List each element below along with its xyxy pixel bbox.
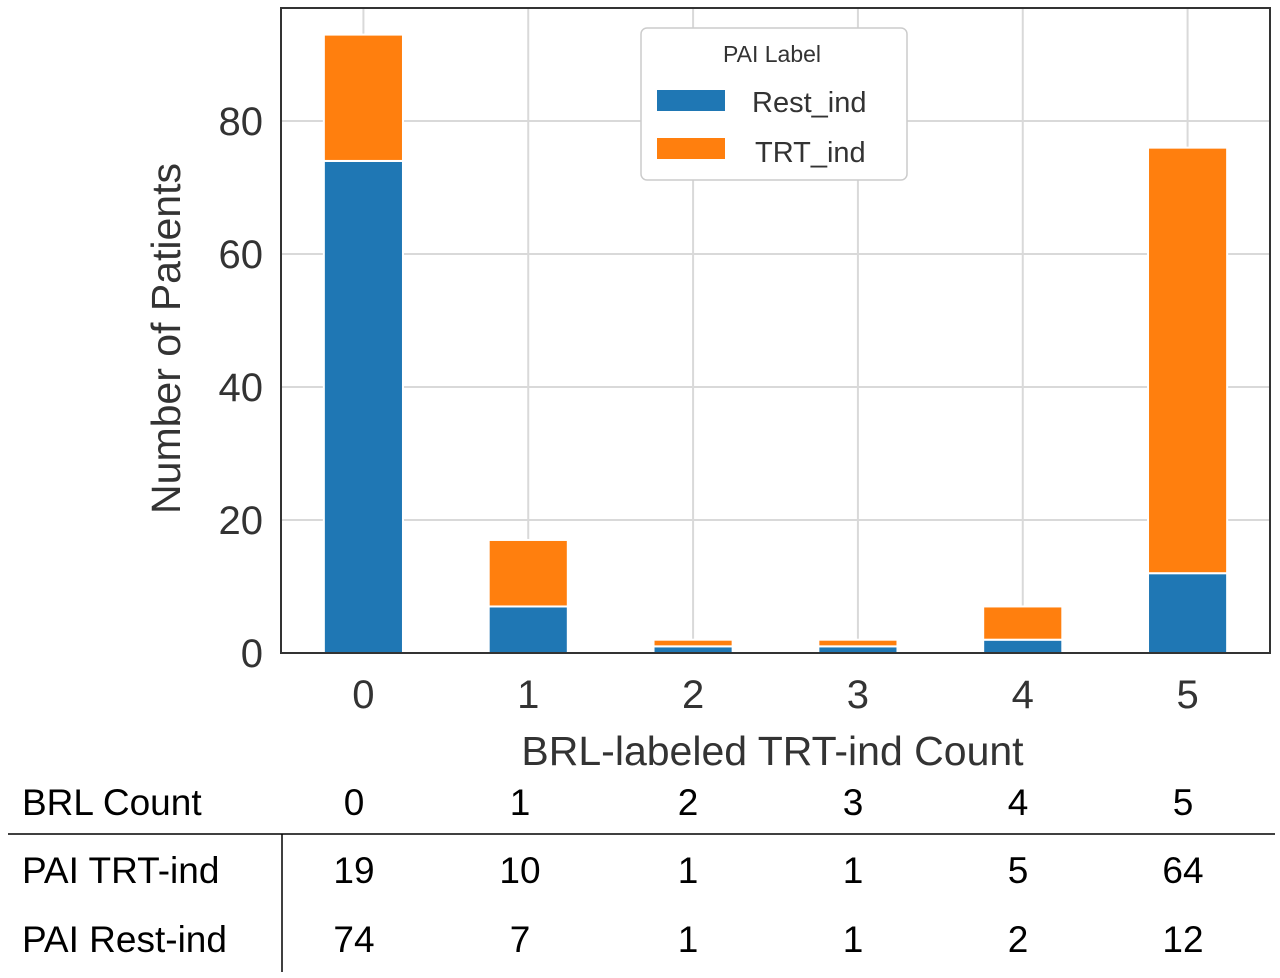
table-cell: 10 <box>499 850 540 891</box>
table-cell: 1 <box>678 850 699 891</box>
table-column-header-5: 5 <box>1173 782 1194 823</box>
x-tick-label-0: 0 <box>352 673 374 717</box>
table-column-headers: 0 1 2 3 4 5 <box>344 782 1194 823</box>
x-tick-label-4: 4 <box>1012 673 1034 717</box>
table-header-label: BRL Count <box>22 782 202 823</box>
y-tick-label-80: 80 <box>219 100 264 144</box>
legend-swatch-trt-ind <box>657 138 725 159</box>
table-cell: 1 <box>843 919 864 960</box>
y-tick-label-60: 60 <box>219 233 264 277</box>
table-cell: 7 <box>510 919 531 960</box>
table-cell: 5 <box>1008 850 1029 891</box>
table-cell: 1 <box>678 919 699 960</box>
x-tick-labels: 0 1 2 3 4 5 <box>352 673 1198 717</box>
table-row: PAI Rest-ind 74 7 1 1 2 12 <box>22 919 1204 960</box>
legend-title: PAI Label <box>723 41 821 67</box>
legend-label-trt-ind: TRT_ind <box>755 137 866 169</box>
table-column-header-0: 0 <box>344 782 365 823</box>
y-tick-label-40: 40 <box>219 366 264 410</box>
table-column-header-4: 4 <box>1008 782 1029 823</box>
bar-rest-ind-1 <box>487 605 569 655</box>
bar-trt-ind-2 <box>652 638 734 648</box>
table-column-header-2: 2 <box>678 782 699 823</box>
table-cell: 12 <box>1162 919 1203 960</box>
legend-label-rest-ind: Rest_ind <box>752 87 866 119</box>
plot-area-frame <box>280 7 1271 654</box>
table-cell: 19 <box>333 850 374 891</box>
table-row-label: PAI TRT-ind <box>22 850 219 891</box>
table-column-header-3: 3 <box>843 782 864 823</box>
y-axis-label: Number of Patients <box>143 163 189 514</box>
y-tick-label-0: 0 <box>241 632 263 676</box>
table-cell: 1 <box>843 850 864 891</box>
bar-trt-ind-1 <box>487 538 569 608</box>
bar-trt-ind-3 <box>817 638 899 648</box>
x-tick-label-3: 3 <box>847 673 869 717</box>
bar-trt-ind-0 <box>322 33 404 162</box>
table-row-label: PAI Rest-ind <box>22 919 227 960</box>
bar-rest-ind-4 <box>982 638 1064 655</box>
bars <box>322 33 1229 655</box>
x-tick-label-1: 1 <box>517 673 539 717</box>
y-tick-labels: 0 20 40 60 80 <box>219 100 264 676</box>
x-tick-label-5: 5 <box>1176 673 1198 717</box>
bar-rest-ind-0 <box>322 159 404 654</box>
table-row: PAI TRT-ind 19 10 1 1 5 64 <box>22 850 1204 891</box>
table-cell: 2 <box>1008 919 1029 960</box>
y-tick-label-20: 20 <box>219 499 264 543</box>
bar-trt-ind-5 <box>1147 146 1229 575</box>
bar-trt-ind-4 <box>982 605 1064 641</box>
table-cell: 74 <box>333 919 374 960</box>
legend: PAI Label Rest_ind TRT_ind <box>640 27 908 181</box>
table-cell: 64 <box>1162 850 1203 891</box>
x-tick-label-2: 2 <box>682 673 704 717</box>
x-axis-label: BRL-labeled TRT-ind Count <box>521 728 1024 774</box>
legend-swatch-rest-ind <box>657 90 725 111</box>
table-column-header-1: 1 <box>510 782 531 823</box>
bar-rest-ind-5 <box>1147 572 1229 654</box>
